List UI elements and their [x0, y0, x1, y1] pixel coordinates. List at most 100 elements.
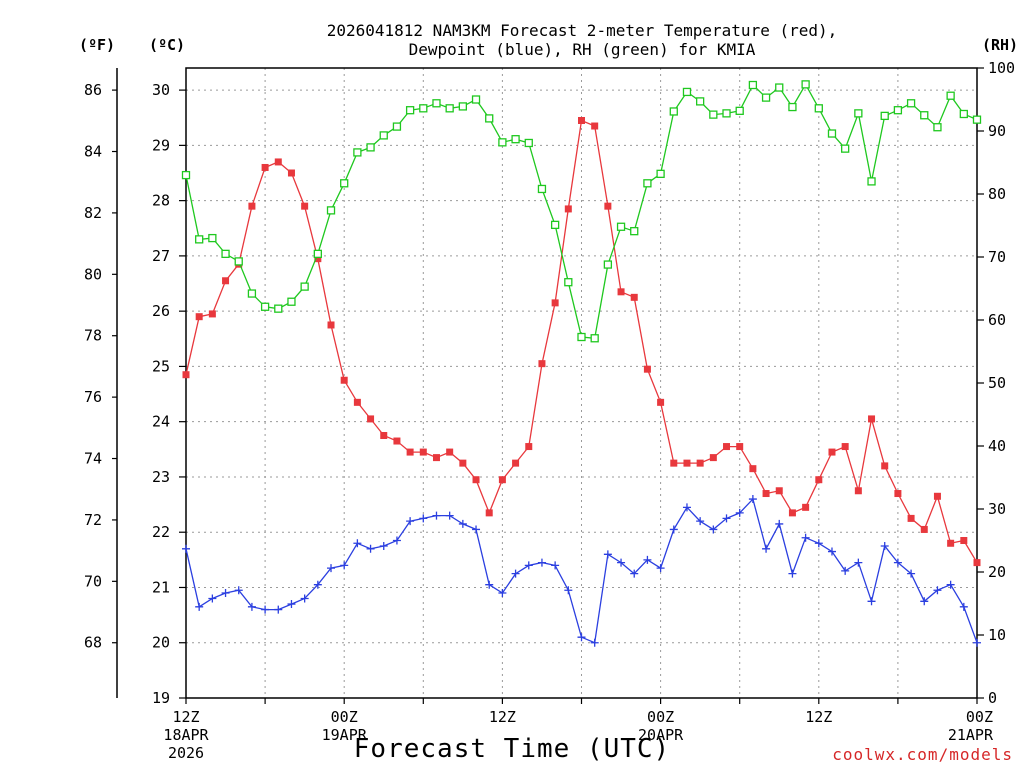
- dewpoint-point: [669, 525, 678, 534]
- dewpoint-point: [762, 544, 771, 553]
- fahrenheit-tick-label: 76: [84, 388, 102, 406]
- rh-point: [722, 109, 731, 118]
- temperature-point: [525, 443, 533, 451]
- series-dewpoint: [182, 495, 981, 647]
- dewpoint-point: [392, 536, 401, 545]
- rh-point: [788, 102, 797, 112]
- x-tick-label: 00Z: [647, 708, 674, 726]
- rh-point: [208, 233, 217, 243]
- dewpoint-point: [445, 511, 454, 520]
- celsius-tick-label: 27: [152, 247, 170, 265]
- rh-point: [550, 220, 560, 230]
- dewpoint-point: [814, 539, 823, 548]
- temperature-point: [617, 288, 625, 296]
- x-axis-title: Forecast Time (UTC): [354, 734, 670, 764]
- fahrenheit-tick-label: 78: [84, 327, 102, 345]
- dewpoint-point: [379, 542, 388, 551]
- rh-tick-label: 0: [988, 689, 997, 707]
- dewpoint-point: [867, 597, 876, 606]
- temperature-point: [578, 117, 585, 124]
- dewpoint-point: [313, 580, 322, 589]
- rh-point: [630, 227, 639, 236]
- x-tick-label: 00Z: [331, 708, 358, 726]
- celsius-tick-label: 22: [152, 523, 170, 541]
- temperature-point: [670, 459, 678, 467]
- celsius-tick-label: 26: [152, 302, 170, 320]
- rh-point: [537, 184, 547, 194]
- temperature-point: [195, 313, 203, 321]
- rh-point: [775, 83, 784, 92]
- celsius-tick-label: 29: [152, 136, 170, 154]
- temperature-point: [327, 321, 335, 329]
- rh-point: [682, 87, 692, 97]
- dewpoint-point: [907, 569, 916, 578]
- temperature-point: [459, 459, 467, 467]
- temperature-point: [287, 169, 295, 177]
- dewpoint-point: [748, 495, 757, 504]
- celsius-tick-label: 25: [152, 357, 170, 375]
- x-tick-label: 2026: [168, 744, 204, 762]
- rh-unit-label: (RH): [982, 36, 1018, 54]
- dewpoint-point: [959, 602, 968, 611]
- temperature-point: [406, 448, 414, 456]
- rh-point: [524, 138, 533, 148]
- dewpoint-point: [340, 561, 349, 570]
- rh-point: [326, 206, 336, 215]
- rh-point: [946, 91, 955, 100]
- rh-point: [827, 129, 837, 138]
- fahrenheit-tick-label: 70: [84, 572, 102, 590]
- temperature-point: [630, 293, 638, 301]
- temperature-point: [709, 454, 717, 462]
- dewpoint-point: [603, 550, 612, 559]
- dewpoint-point: [195, 602, 204, 611]
- temperature-point: [538, 360, 546, 368]
- rh-tick-label: 30: [988, 500, 1006, 518]
- rh-point: [959, 109, 968, 119]
- dewpoint-point: [920, 597, 929, 606]
- fahrenheit-tick-label: 84: [84, 143, 102, 161]
- dewpoint-point: [366, 544, 375, 553]
- dewpoint-point: [234, 586, 243, 595]
- dewpoint-point: [353, 539, 362, 548]
- temperature-point: [736, 443, 744, 451]
- temperature-point: [498, 476, 506, 484]
- rh-point: [458, 102, 468, 111]
- rh-point: [603, 260, 613, 269]
- dewpoint-point: [788, 569, 797, 578]
- x-tick-label: 12Z: [172, 708, 199, 726]
- rh-point: [300, 282, 309, 291]
- dewpoint-point: [893, 558, 902, 567]
- x-tick-label: 12Z: [805, 708, 832, 726]
- temperature-point: [854, 487, 862, 495]
- rh-point: [814, 104, 823, 113]
- dewpoint-point: [590, 638, 599, 647]
- rh-point: [432, 99, 441, 108]
- rh-point: [287, 297, 296, 306]
- temperature-point: [419, 448, 427, 456]
- rh-point: [379, 131, 388, 140]
- rh-point: [893, 106, 903, 115]
- dewpoint-point: [643, 555, 652, 564]
- temperature-point: [815, 476, 823, 484]
- temperature-point: [749, 465, 757, 473]
- rh-point: [880, 111, 889, 121]
- temperature-point: [643, 365, 651, 373]
- dewpoint-point: [630, 569, 639, 578]
- temperature-point: [393, 437, 401, 445]
- chart-title-line-1: 2026041812 NAM3KM Forecast 2-meter Tempe…: [327, 21, 838, 40]
- temperature-point: [472, 476, 480, 484]
- credit-text: coolwx.com/models: [832, 745, 1013, 764]
- rh-point: [643, 179, 652, 188]
- celsius-unit-label: (ºC): [149, 36, 185, 54]
- rh-tick-label: 10: [988, 626, 1006, 644]
- series-rh: [181, 80, 982, 343]
- dewpoint-point: [537, 558, 546, 567]
- dewpoint-point: [841, 566, 850, 575]
- rh-point: [656, 169, 665, 178]
- rh-point: [709, 110, 718, 119]
- temperature-point: [920, 525, 928, 533]
- rh-tick-label: 70: [988, 248, 1006, 266]
- dewpoint-point: [617, 558, 626, 567]
- temperature-point: [933, 492, 941, 500]
